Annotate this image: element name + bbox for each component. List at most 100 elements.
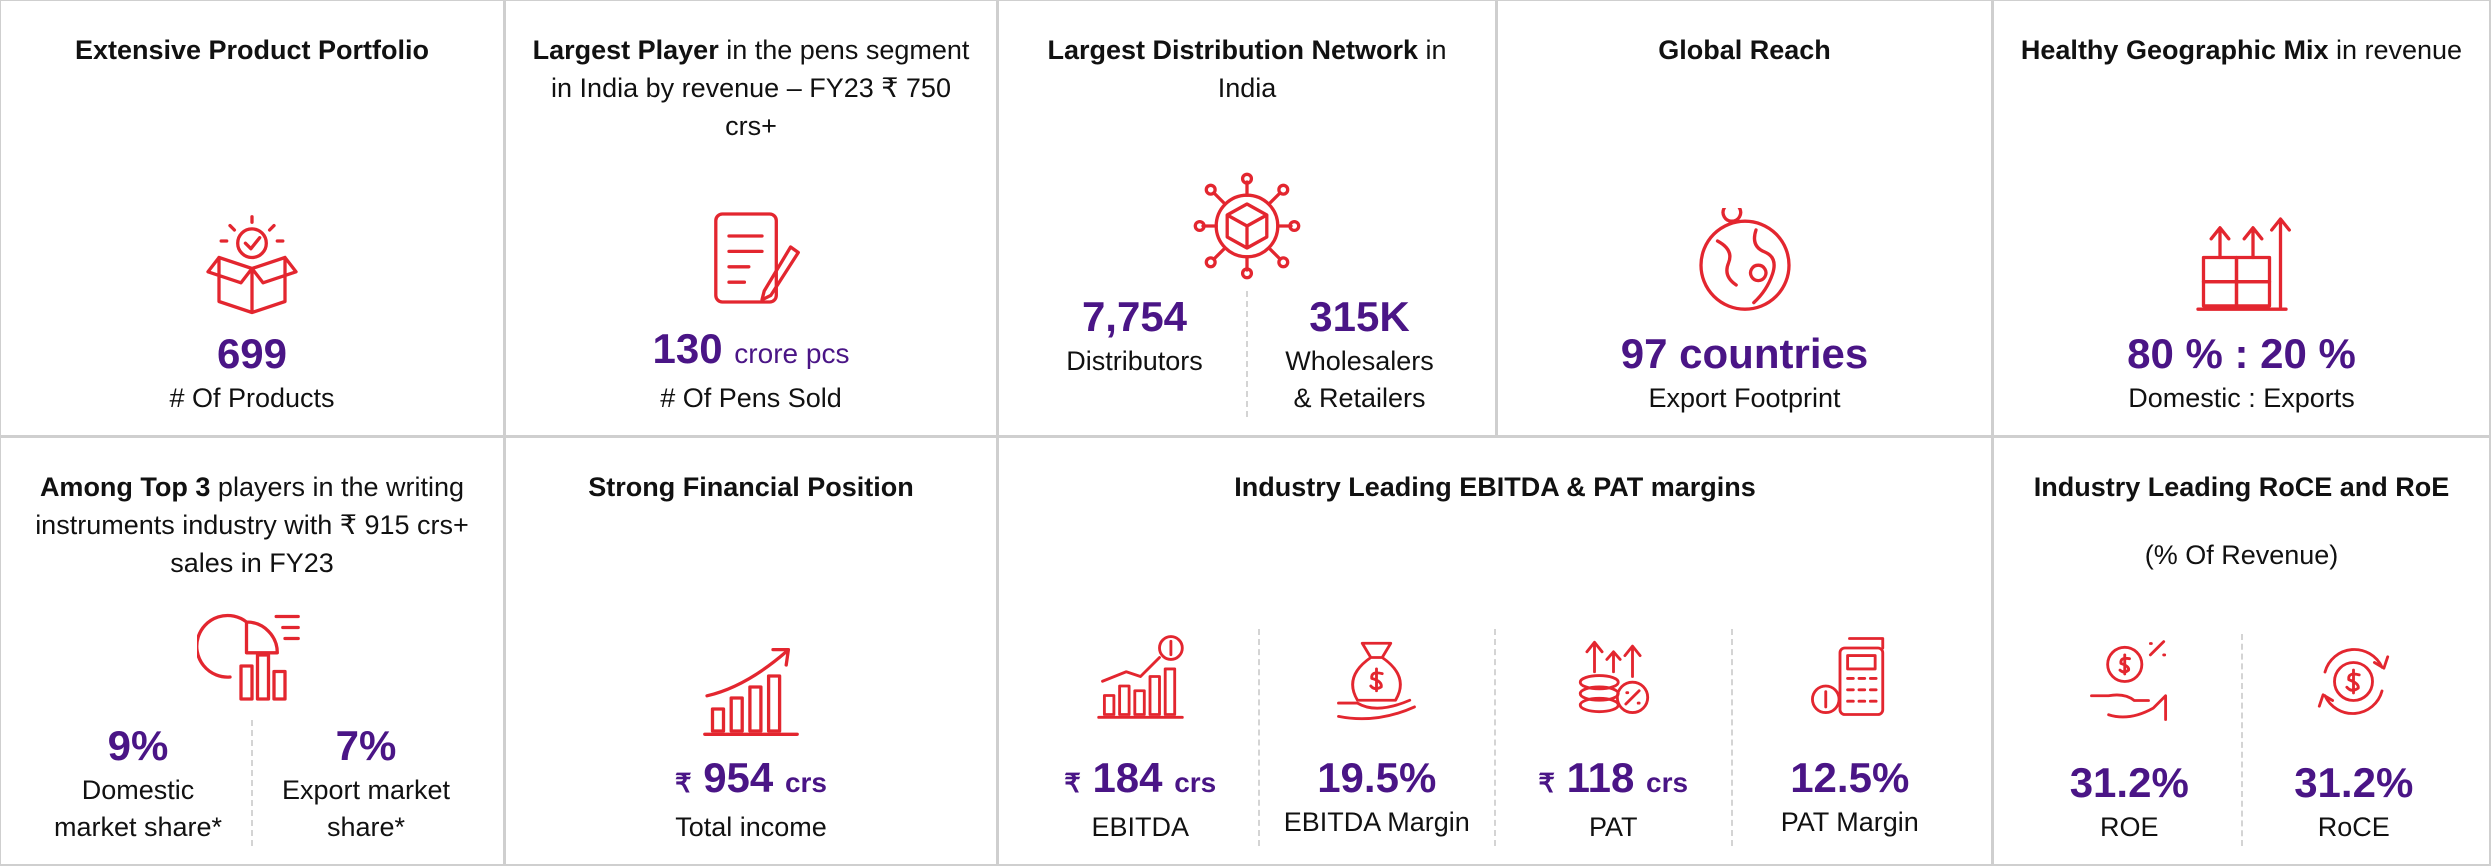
icon: [2187, 208, 2297, 318]
card-body: ₹ 184 crs EBITDA 19.5% EBITDA Margin ₹ 118 c…: [1023, 506, 1967, 846]
stat: 97 countries Export Footprint: [1522, 328, 1967, 417]
value: 699: [216, 330, 288, 377]
stat: 80 % : 20 % Domestic : Exports: [2018, 328, 2465, 417]
title-text: Global Reach: [1658, 35, 1831, 65]
unit: crore pcs: [734, 338, 850, 369]
stat-label: & Retailers: [1293, 383, 1426, 413]
icon: [1690, 202, 1800, 318]
stat-value: 19.5%: [1317, 752, 1436, 804]
currency: ₹: [674, 768, 692, 798]
stat-label: PAT Margin: [1780, 807, 1919, 837]
unit: crs: [1174, 767, 1217, 798]
stat-label: share*: [326, 812, 406, 842]
title-text: Industry Leading RoCE and RoE: [2033, 472, 2450, 502]
value: 7%: [335, 722, 397, 769]
stat-label: Domestic: [81, 775, 195, 805]
title-text: Extensive Product Portfolio: [74, 35, 430, 65]
stat: ₹ 118 crs PAT: [1494, 629, 1731, 846]
value: 80 % : 20 %: [2127, 330, 2356, 377]
title-text: Largest Player: [532, 35, 719, 65]
icon: [696, 203, 806, 313]
card: Global Reach 97 countries Export Footprint: [1496, 0, 1993, 437]
stat-value: 699: [217, 328, 287, 380]
value: 118: [1566, 754, 1635, 801]
card-title: Industry Leading RoCE and RoE: [2034, 468, 2450, 506]
stat-value: 12.5%: [1790, 752, 1909, 804]
title-text: Strong Financial Position: [588, 472, 914, 502]
card: Strong Financial Position ₹ 954 crs Total …: [504, 436, 998, 866]
stat-value: 7,754: [1082, 291, 1187, 343]
value: 184: [1092, 754, 1163, 801]
stats: 130 crore pcs # Of Pens Sold: [530, 323, 972, 417]
stat-label: ROE: [2099, 812, 2159, 842]
stat-label: Total income: [675, 812, 827, 842]
stat-value: 31.2%: [2070, 757, 2189, 809]
title-text: Healthy Geographic Mix: [2020, 35, 2329, 65]
stat-label: PAT: [1588, 812, 1638, 842]
stat-label: EBITDA: [1091, 812, 1190, 842]
card: Healthy Geographic Mix in revenue 80 % : …: [1992, 0, 2491, 437]
card: Largest Distribution Network in India 7,7…: [997, 0, 1497, 437]
stat-label: Export Footprint: [1648, 383, 1841, 413]
card-title: Global Reach: [1658, 31, 1831, 69]
card-body: 80 % : 20 % Domestic : Exports: [2018, 69, 2465, 417]
icon: [1192, 171, 1302, 281]
card: Among Top 3 players in the writing instr…: [0, 436, 505, 866]
stats: 31.2% ROE 31.2% RoCE: [2018, 634, 2465, 846]
stat: ₹ 954 crs Total income: [530, 752, 972, 846]
stats: 7,754 Distributors 315K Wholesalers & Retail…: [1023, 291, 1471, 417]
stats: 80 % : 20 % Domestic : Exports: [2018, 328, 2465, 417]
stat: 130 crore pcs # Of Pens Sold: [530, 323, 972, 417]
stat-value: 31.2%: [2294, 757, 2413, 809]
unit: crs: [1646, 767, 1689, 798]
card: Largest Player in the pens segment in In…: [504, 0, 998, 437]
currency: ₹: [1538, 768, 1555, 798]
stat-label: RoCE: [2317, 812, 2390, 842]
title-text: Industry Leading EBITDA & PAT margins: [1234, 472, 1756, 502]
title-text: in the pens segment in India by revenue …: [551, 35, 970, 141]
card-subtitle: (% Of Revenue): [2144, 540, 2339, 570]
stat-label: market share*: [53, 812, 223, 842]
value: 12.5%: [1790, 754, 1910, 801]
stats: ₹ 184 crs EBITDA 19.5% EBITDA Margin ₹ 118 c…: [1023, 629, 1967, 846]
currency: ₹: [1064, 768, 1081, 798]
title-text: in India: [1217, 35, 1447, 103]
stat-label: # Of Pens Sold: [660, 383, 842, 413]
card-body: 7,754 Distributors 315K Wholesalers & Retail…: [1023, 107, 1471, 417]
value: 9%: [107, 722, 169, 769]
stat-label: EBITDA Margin: [1283, 807, 1470, 837]
value: 31.2%: [2069, 759, 2189, 806]
unit: crs: [784, 767, 827, 798]
value: 97 countries: [1620, 330, 1869, 377]
stat-value: 130 crore pcs: [653, 323, 850, 380]
icon: [195, 600, 307, 710]
stat-value: 9%: [108, 720, 169, 772]
stat: 31.2% RoCE: [2240, 634, 2466, 846]
value: 130: [652, 325, 723, 372]
stat: 12.5% PAT Margin: [1730, 629, 1968, 846]
title-text: players in the writing instruments indus…: [35, 472, 469, 578]
card-title: Among Top 3 players in the writing instr…: [25, 468, 479, 582]
value: 19.5%: [1317, 754, 1437, 801]
icon: [2082, 634, 2177, 729]
icon: [197, 208, 307, 318]
title-text: Largest Distribution Network: [1047, 35, 1418, 65]
stat-label: Wholesalers: [1285, 346, 1434, 376]
card-title: Strong Financial Position: [588, 468, 914, 506]
card-title: Extensive Product Portfolio: [75, 31, 429, 69]
card-body: 699 # Of Products: [25, 69, 479, 417]
stats: 97 countries Export Footprint: [1522, 328, 1967, 417]
stat-value: ₹ 954 crs: [675, 752, 827, 809]
stat-value: ₹ 184 crs: [1064, 752, 1216, 809]
card-title: Healthy Geographic Mix in revenue: [2021, 31, 2462, 69]
stat-label: Export market: [281, 775, 451, 805]
stat-label: # Of Products: [169, 383, 335, 413]
card: Industry Leading RoCE and RoE (% Of Reven…: [1992, 436, 2491, 866]
stat-label: Distributors: [1066, 346, 1203, 376]
stats: 699 # Of Products: [25, 328, 479, 417]
stat: 7% Export market share*: [251, 720, 479, 846]
title-text: Among Top 3: [39, 472, 211, 502]
stat-value: 7%: [336, 720, 397, 772]
stat: 31.2% ROE: [2018, 634, 2241, 846]
title-text: in revenue: [2328, 35, 2463, 65]
